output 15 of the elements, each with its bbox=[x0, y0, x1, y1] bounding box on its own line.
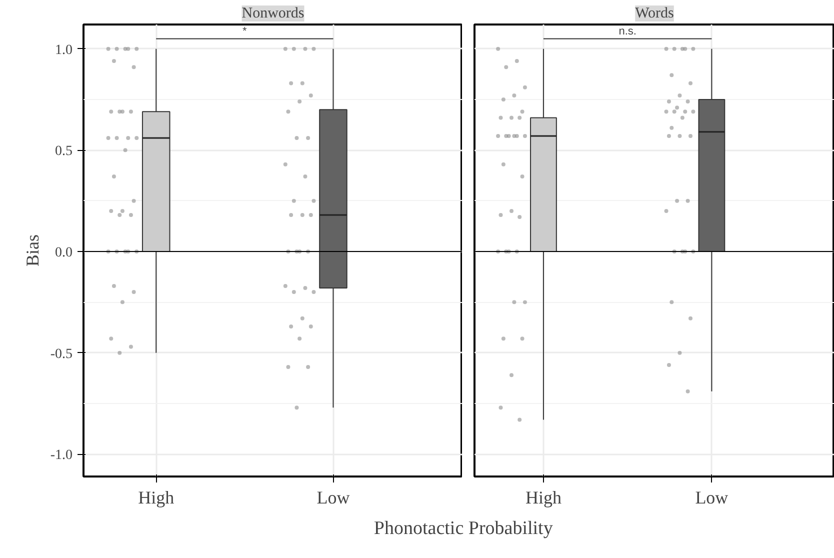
chart-title: Words bbox=[635, 6, 674, 22]
y-axis-title: Bias bbox=[22, 234, 42, 266]
y-tick-label: 0.0 bbox=[55, 246, 72, 261]
chart-title: Nonwords bbox=[242, 6, 304, 22]
x-axis-title: Phonotactic Probability bbox=[374, 518, 554, 540]
annotation: n.s. bbox=[618, 26, 636, 38]
x-tick-label: High bbox=[138, 488, 174, 508]
y-tick-label: -0.5 bbox=[50, 346, 73, 362]
x-tick-label: Low bbox=[695, 488, 728, 508]
y-tick-label: -1.0 bbox=[50, 448, 73, 464]
annotation: * bbox=[242, 26, 248, 38]
x-tick-label: High bbox=[525, 488, 562, 508]
y-tick-label: 0.5 bbox=[55, 144, 72, 160]
y-tick-label: 1.0 bbox=[55, 42, 72, 58]
x-tick-label: Low bbox=[316, 488, 350, 508]
